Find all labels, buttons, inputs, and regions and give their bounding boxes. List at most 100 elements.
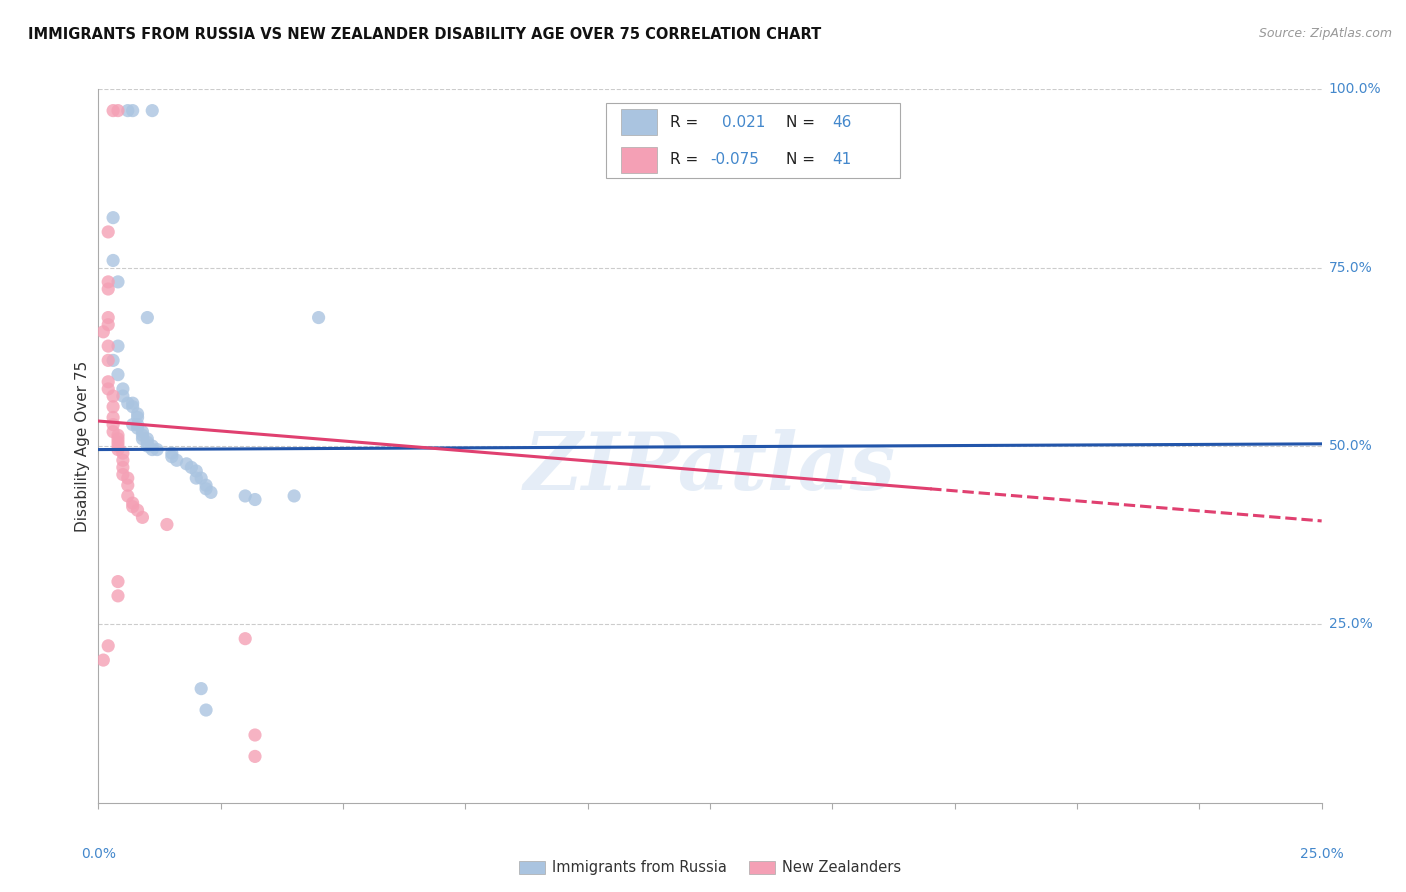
Point — [121, 496, 143, 510]
Point — [97, 275, 120, 289]
Point — [121, 400, 143, 414]
Point — [176, 457, 198, 471]
Point — [141, 439, 163, 453]
Point — [107, 103, 129, 118]
Point — [160, 446, 183, 460]
Point — [156, 517, 179, 532]
Point — [117, 103, 139, 118]
FancyBboxPatch shape — [620, 110, 658, 135]
Point — [111, 389, 134, 403]
Point — [111, 382, 134, 396]
Point — [97, 353, 120, 368]
Text: 50.0%: 50.0% — [1329, 439, 1372, 453]
Point — [97, 282, 120, 296]
Point — [107, 432, 129, 446]
Point — [195, 478, 218, 492]
Point — [91, 325, 114, 339]
Point — [141, 103, 163, 118]
Point — [243, 749, 266, 764]
Point — [308, 310, 330, 325]
Point — [117, 471, 139, 485]
Point — [131, 425, 153, 439]
Point — [121, 417, 143, 432]
Point — [97, 225, 120, 239]
Point — [97, 318, 120, 332]
Point — [101, 417, 124, 432]
Point — [131, 510, 153, 524]
Point — [121, 500, 143, 514]
Point — [136, 439, 159, 453]
Point — [111, 453, 134, 467]
Point — [101, 389, 124, 403]
Point — [101, 425, 124, 439]
Point — [97, 339, 120, 353]
Point — [107, 275, 129, 289]
Point — [107, 442, 129, 457]
Point — [233, 489, 256, 503]
Point — [127, 417, 149, 432]
Point — [283, 489, 305, 503]
Point — [111, 446, 134, 460]
Point — [97, 382, 120, 396]
Point — [136, 435, 159, 450]
Text: 41: 41 — [832, 153, 852, 167]
FancyBboxPatch shape — [606, 103, 900, 178]
Point — [200, 485, 222, 500]
Point — [101, 103, 124, 118]
Point — [195, 703, 218, 717]
Text: ZIPatlas: ZIPatlas — [524, 429, 896, 506]
Text: 0.0%: 0.0% — [82, 847, 115, 862]
Point — [243, 728, 266, 742]
Point — [127, 503, 149, 517]
Point — [190, 471, 212, 485]
Point — [127, 410, 149, 425]
Text: R =: R = — [669, 115, 703, 129]
Text: IMMIGRANTS FROM RUSSIA VS NEW ZEALANDER DISABILITY AGE OVER 75 CORRELATION CHART: IMMIGRANTS FROM RUSSIA VS NEW ZEALANDER … — [28, 27, 821, 42]
Point — [136, 310, 159, 325]
Point — [166, 453, 188, 467]
Point — [131, 428, 153, 442]
Point — [101, 253, 124, 268]
Point — [107, 574, 129, 589]
Point — [121, 103, 143, 118]
Point — [146, 442, 169, 457]
Text: -0.075: -0.075 — [710, 153, 759, 167]
Point — [186, 464, 208, 478]
Text: 25.0%: 25.0% — [1299, 847, 1344, 862]
Point — [97, 639, 120, 653]
Point — [107, 439, 129, 453]
Text: 100.0%: 100.0% — [1329, 82, 1381, 96]
Point — [91, 653, 114, 667]
Text: 25.0%: 25.0% — [1329, 617, 1372, 632]
Point — [117, 396, 139, 410]
Text: N =: N = — [786, 115, 820, 129]
Point — [186, 471, 208, 485]
Point — [101, 211, 124, 225]
Point — [195, 482, 218, 496]
Point — [107, 435, 129, 450]
Point — [127, 421, 149, 435]
Point — [97, 375, 120, 389]
Text: 46: 46 — [832, 115, 852, 129]
Point — [101, 353, 124, 368]
Point — [117, 489, 139, 503]
Point — [107, 368, 129, 382]
Point — [97, 310, 120, 325]
Text: Source: ZipAtlas.com: Source: ZipAtlas.com — [1258, 27, 1392, 40]
Point — [180, 460, 202, 475]
Point — [107, 589, 129, 603]
Text: 0.021: 0.021 — [723, 115, 766, 129]
Point — [107, 339, 129, 353]
Point — [111, 460, 134, 475]
Point — [190, 681, 212, 696]
Point — [127, 407, 149, 421]
Text: N =: N = — [786, 153, 820, 167]
Point — [107, 428, 129, 442]
Point — [101, 410, 124, 425]
Text: R =: R = — [669, 153, 703, 167]
Point — [136, 432, 159, 446]
FancyBboxPatch shape — [620, 147, 658, 172]
Legend: Immigrants from Russia, New Zealanders: Immigrants from Russia, New Zealanders — [513, 855, 907, 881]
Y-axis label: Disability Age Over 75: Disability Age Over 75 — [75, 360, 90, 532]
Point — [131, 432, 153, 446]
